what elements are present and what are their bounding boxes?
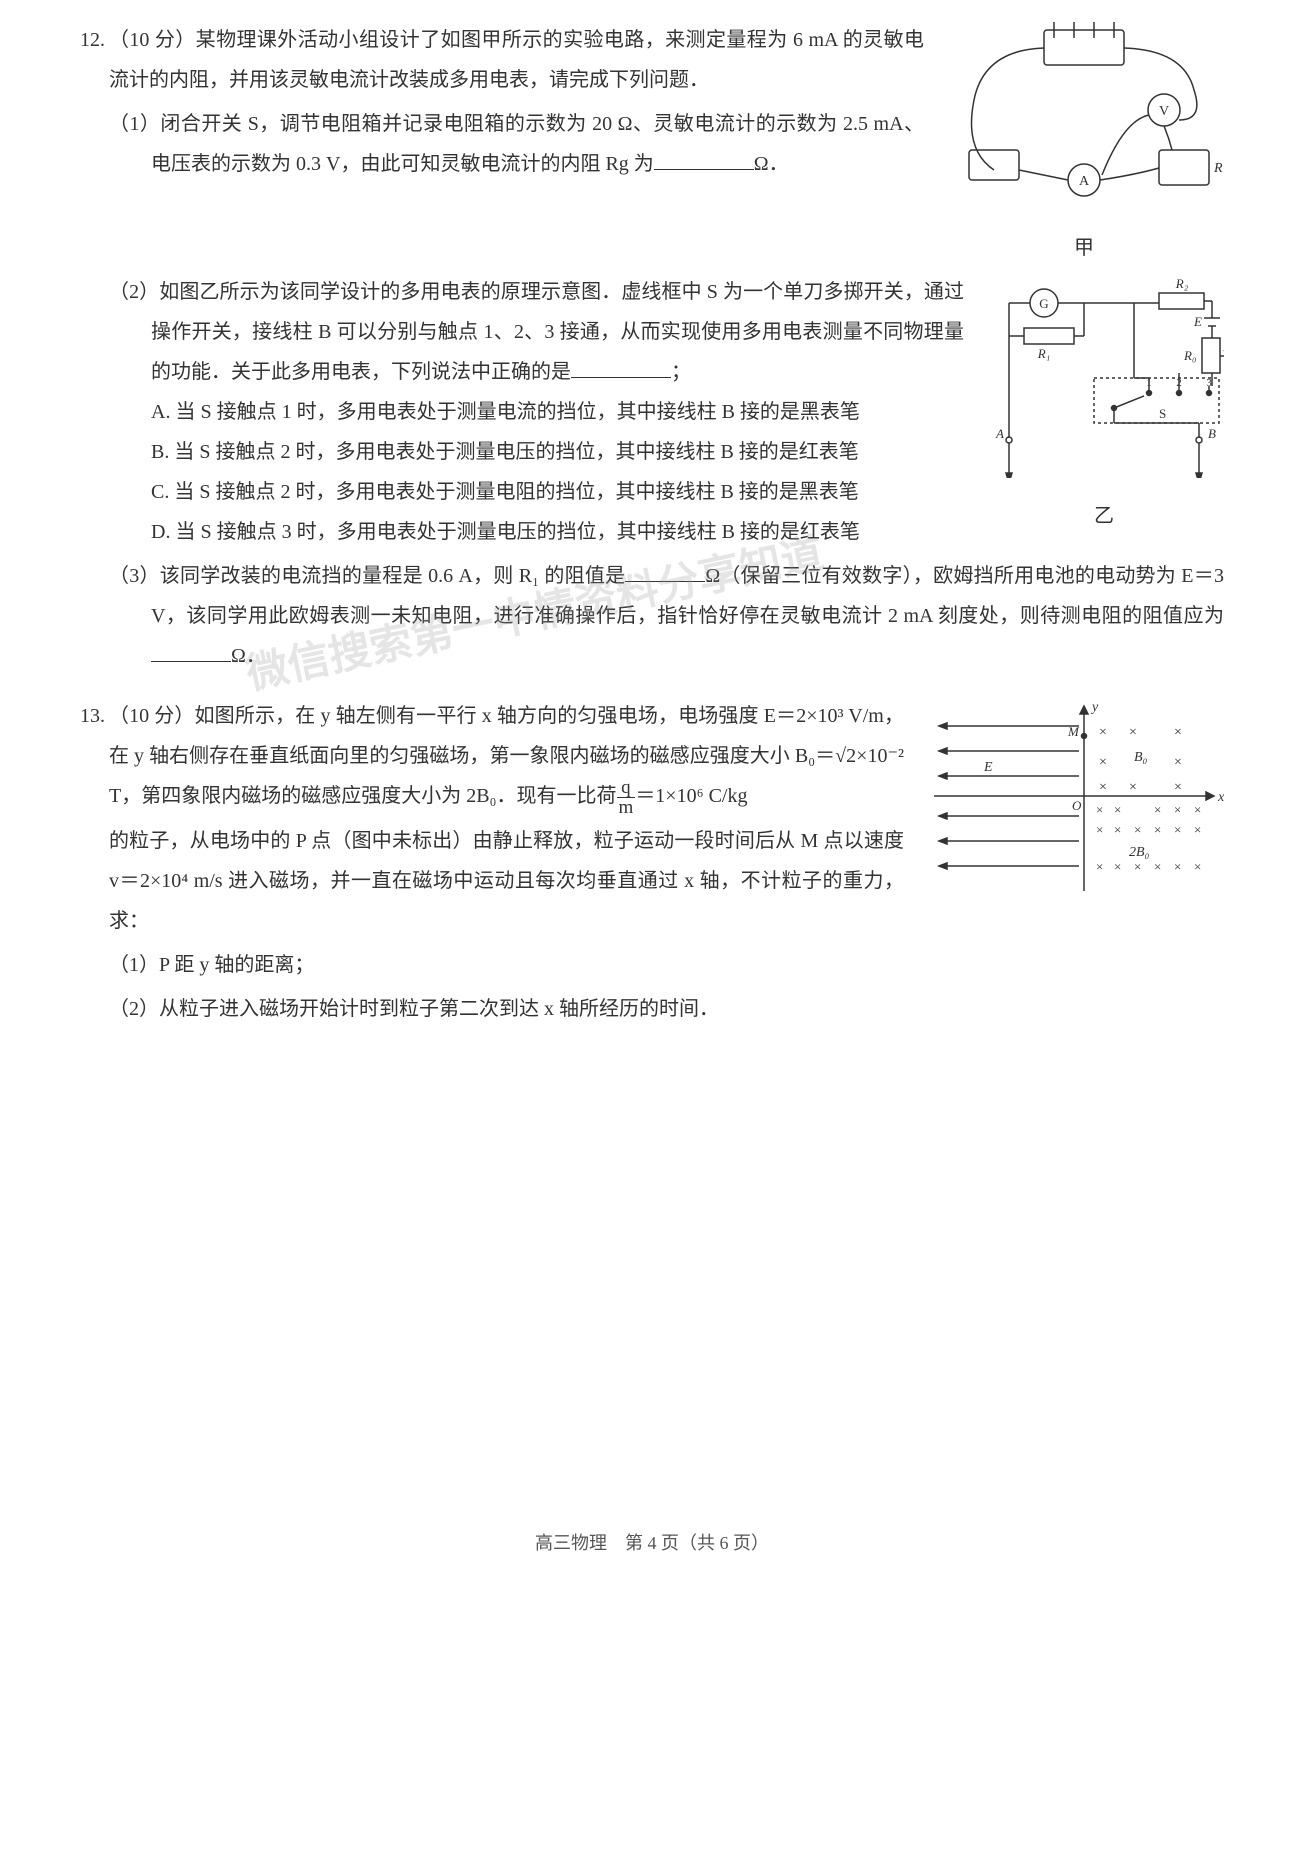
svg-text:O: O [1072, 798, 1082, 813]
svg-text:×: × [1174, 780, 1182, 795]
figure-field: x y O [924, 696, 1224, 910]
problem-13: 13. x y O [80, 696, 1224, 1029]
svg-text:×: × [1114, 859, 1121, 874]
points: （10 分） [109, 705, 195, 727]
blank-input[interactable] [654, 146, 754, 170]
svg-text:×: × [1134, 822, 1141, 837]
figure-yi: G R₁ R₂ [984, 278, 1224, 536]
svg-text:2B₀: 2B₀ [1129, 845, 1150, 860]
svg-text:×: × [1154, 822, 1161, 837]
figure-yi-caption: 乙 [984, 496, 1224, 536]
svg-text:×: × [1099, 725, 1107, 740]
svg-text:E: E [983, 760, 993, 775]
svg-text:×: × [1129, 780, 1137, 795]
blank-input[interactable] [625, 558, 705, 582]
svg-text:×: × [1096, 802, 1103, 817]
svg-text:×: × [1194, 802, 1201, 817]
svg-text:×: × [1174, 859, 1181, 874]
svg-text:M: M [1067, 724, 1080, 739]
svg-text:×: × [1174, 822, 1181, 837]
fraction-qm: qm [617, 778, 636, 817]
q12-part3: （3）该同学改装的电流挡的量程是 0.6 A，则 R₁ 的阻值是Ω（保留三位有效… [109, 556, 1224, 676]
problem-12: 12. V [80, 20, 1224, 676]
svg-text:A: A [1079, 174, 1090, 189]
svg-text:x: x [1217, 790, 1224, 805]
field-diagram-svg: x y O [924, 696, 1224, 896]
problem-number: 12. [80, 20, 105, 676]
svg-text:×: × [1174, 725, 1182, 740]
problem-number: 13. [80, 696, 105, 1029]
svg-text:V: V [1159, 104, 1169, 119]
svg-text:R₁: R₁ [1037, 346, 1050, 361]
svg-text:R₀: R₀ [1183, 348, 1196, 363]
svg-text:R: R [1213, 161, 1223, 176]
svg-text:×: × [1154, 802, 1161, 817]
intro-text: 某物理课外活动小组设计了如图甲所示的实验电路，来测定量程为 6 mA 的灵敏电流… [109, 29, 924, 91]
svg-text:A: A [995, 426, 1004, 441]
svg-text:E: E [1193, 314, 1202, 329]
problem-body: V A R [109, 20, 1224, 676]
svg-text:×: × [1096, 859, 1103, 874]
circuit-yi-svg: G R₁ R₂ [984, 278, 1224, 478]
figure-jia: V A R [944, 20, 1224, 268]
svg-text:G: G [1039, 296, 1048, 311]
svg-text:×: × [1154, 859, 1161, 874]
svg-text:B: B [1208, 426, 1216, 441]
q13-sub2: （2）从粒子进入磁场开始计时到粒子第二次到达 x 轴所经历的时间． [109, 989, 1224, 1029]
svg-text:×: × [1099, 780, 1107, 795]
figure-jia-caption: 甲 [944, 228, 1224, 268]
svg-text:y: y [1090, 700, 1099, 715]
blank-input[interactable] [151, 638, 231, 662]
svg-text:×: × [1174, 755, 1182, 770]
svg-text:×: × [1134, 859, 1141, 874]
q13-sub1: （1）P 距 y 轴的距离； [109, 945, 1224, 985]
svg-text:B₀: B₀ [1134, 750, 1148, 765]
svg-text:×: × [1096, 822, 1103, 837]
svg-text:×: × [1114, 802, 1121, 817]
svg-text:×: × [1114, 822, 1121, 837]
blank-input[interactable] [571, 354, 671, 378]
svg-text:×: × [1194, 859, 1201, 874]
svg-text:S: S [1159, 406, 1166, 421]
page-footer: 高三物理 第 4 页（共 6 页） [80, 1529, 1224, 1555]
circuit-jia-svg: V A R [944, 20, 1224, 210]
problem-body: x y O [109, 696, 1224, 1029]
svg-text:×: × [1129, 725, 1137, 740]
svg-text:R₂: R₂ [1175, 278, 1189, 291]
svg-text:×: × [1174, 802, 1181, 817]
intro-text-1: 如图所示，在 y 轴左侧有一平行 x 轴方向的匀强电场，电场强度 E＝2×10³… [109, 705, 904, 807]
intro-text-2: ＝1×10⁶ C/kg [635, 785, 747, 807]
intro-text-3: 的粒子，从电场中的 P 点（图中未标出）由静止释放，粒子运动一段时间后从 M 点… [109, 830, 904, 932]
points: （10 分） [109, 29, 196, 51]
svg-text:×: × [1194, 822, 1201, 837]
svg-text:×: × [1099, 755, 1107, 770]
